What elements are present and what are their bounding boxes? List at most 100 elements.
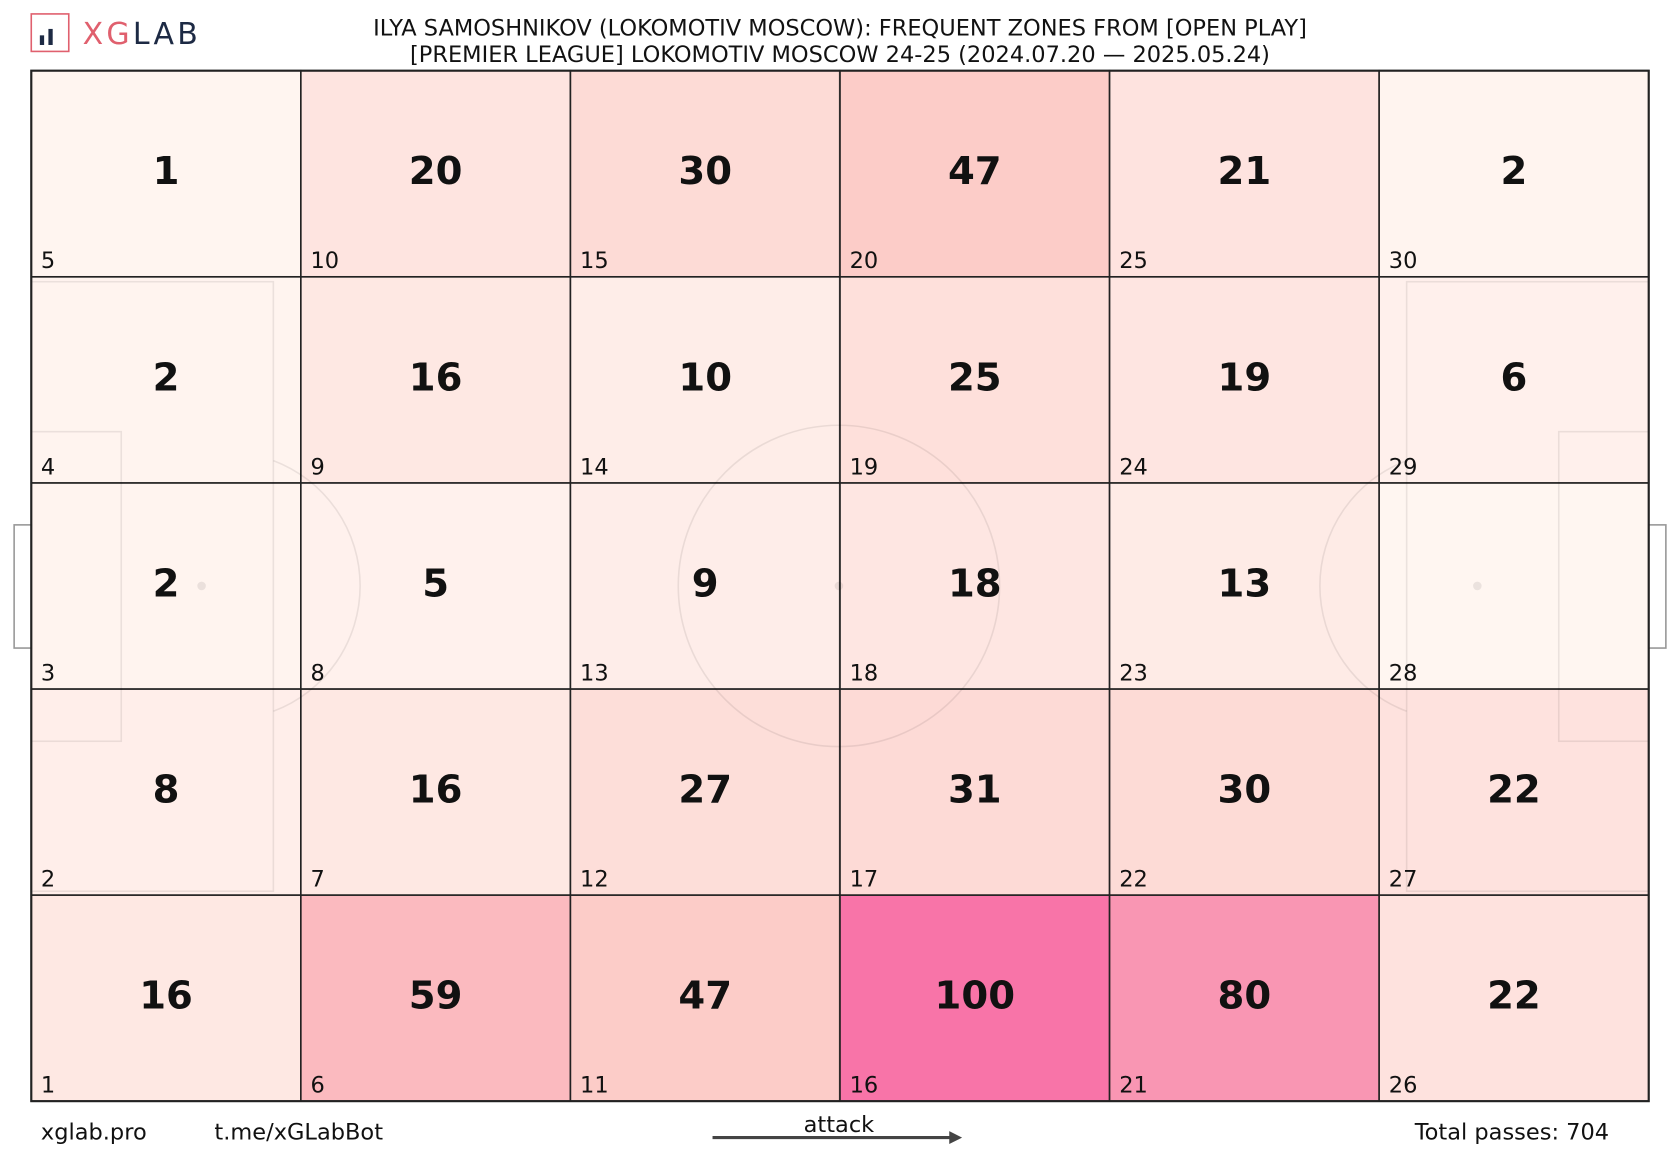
zone-count: 31 bbox=[948, 768, 1002, 813]
goal bbox=[1647, 524, 1667, 649]
zone-count: 22 bbox=[1487, 768, 1541, 813]
zone-cell bbox=[569, 69, 841, 278]
zone-id: 24 bbox=[1119, 454, 1148, 480]
zone-count: 59 bbox=[409, 974, 463, 1019]
zone-count: 47 bbox=[948, 149, 1002, 194]
footer-site: xglab.pro bbox=[41, 1120, 147, 1146]
zone-id: 10 bbox=[310, 248, 339, 274]
center-circle bbox=[677, 424, 1001, 748]
center-spot bbox=[834, 581, 844, 591]
zone-id: 11 bbox=[580, 1073, 609, 1099]
zone-id: 14 bbox=[580, 454, 609, 480]
zone-id: 2 bbox=[41, 866, 55, 892]
zone-count: 16 bbox=[409, 355, 463, 400]
zone-cell bbox=[1378, 688, 1650, 896]
zone-count: 100 bbox=[935, 974, 1015, 1019]
zone-id: 13 bbox=[580, 660, 609, 686]
zone-count: 27 bbox=[678, 768, 732, 813]
zone-count: 5 bbox=[422, 561, 449, 606]
zone-cell bbox=[1378, 894, 1650, 1102]
zone-count: 6 bbox=[1501, 355, 1528, 400]
penalty-spot bbox=[197, 581, 206, 591]
total-passes: Total passes: 704 bbox=[1414, 1120, 1609, 1146]
zone-count: 16 bbox=[409, 768, 463, 813]
zone-count: 16 bbox=[139, 974, 193, 1019]
zone-id: 12 bbox=[580, 866, 609, 892]
zone-cell bbox=[1378, 482, 1650, 690]
zone-cell bbox=[569, 482, 841, 690]
zone-cell bbox=[30, 69, 302, 278]
zone-count: 9 bbox=[692, 561, 719, 606]
zone-cell bbox=[1108, 482, 1380, 690]
zone-count: 20 bbox=[409, 149, 463, 194]
zone-cell bbox=[300, 688, 572, 896]
zone-count: 30 bbox=[1218, 768, 1272, 813]
attack-arrowhead bbox=[949, 1131, 963, 1145]
zone-count: 21 bbox=[1218, 149, 1272, 194]
goal bbox=[13, 524, 33, 649]
zone-cell bbox=[569, 894, 841, 1102]
footer-bot: t.me/xGLabBot bbox=[214, 1120, 383, 1146]
zone-cell bbox=[839, 275, 1111, 484]
chart-subtitle: [PREMIER LEAGUE] LOKOMOTIV MOSCOW 24-25 … bbox=[410, 42, 1270, 68]
zone-id: 15 bbox=[580, 248, 609, 274]
zone-id: 9 bbox=[310, 454, 324, 480]
zone-count: 13 bbox=[1218, 561, 1272, 606]
zone-id: 29 bbox=[1389, 454, 1418, 480]
zone-cell bbox=[1108, 688, 1380, 896]
logo-text: XGLAB bbox=[83, 17, 201, 52]
zone-cell bbox=[1378, 275, 1650, 484]
zone-count: 25 bbox=[948, 355, 1002, 400]
zone-id: 23 bbox=[1119, 660, 1148, 686]
zone-cell bbox=[1378, 69, 1650, 278]
zone-count: 2 bbox=[153, 561, 180, 606]
zone-cell bbox=[1108, 69, 1380, 278]
zone-id: 8 bbox=[310, 660, 324, 686]
zone-cell bbox=[300, 482, 572, 690]
zone-id: 1 bbox=[41, 1073, 55, 1099]
logo-bar bbox=[48, 28, 53, 45]
zone-id: 16 bbox=[850, 1073, 879, 1099]
zone-grid bbox=[30, 69, 1650, 1102]
penalty-arc bbox=[1319, 459, 1407, 713]
zone-id: 26 bbox=[1389, 1073, 1418, 1099]
zone-cell bbox=[300, 275, 572, 484]
zone-cell bbox=[569, 275, 841, 484]
zone-count: 22 bbox=[1487, 974, 1541, 1019]
chart-title: ILYA SAMOSHNIKOV (LOKOMOTIV MOSCOW): FRE… bbox=[373, 15, 1307, 41]
zone-count: 8 bbox=[153, 768, 180, 813]
zone-id: 7 bbox=[310, 866, 324, 892]
zone-id: 27 bbox=[1389, 866, 1418, 892]
zone-id: 18 bbox=[850, 660, 879, 686]
zone-id: 19 bbox=[850, 454, 879, 480]
zone-id: 6 bbox=[310, 1073, 324, 1099]
zone-cell bbox=[300, 69, 572, 278]
zone-count: 2 bbox=[153, 355, 180, 400]
zone-id: 25 bbox=[1119, 248, 1148, 274]
zone-id: 5 bbox=[41, 248, 55, 274]
zone-count: 1 bbox=[153, 149, 180, 194]
zone-id: 20 bbox=[850, 248, 879, 274]
zone-id: 21 bbox=[1119, 1073, 1148, 1099]
logo-part: XG bbox=[83, 17, 133, 52]
zone-id: 3 bbox=[41, 660, 55, 686]
logo-bar bbox=[39, 35, 45, 45]
zone-count: 2 bbox=[1501, 149, 1528, 194]
zone-count: 18 bbox=[948, 561, 1002, 606]
penalty-spot bbox=[1473, 581, 1482, 591]
zone-cell bbox=[1108, 275, 1380, 484]
logo: XGLAB bbox=[30, 13, 201, 53]
logo-frame bbox=[30, 13, 70, 53]
pitch-border bbox=[30, 69, 1650, 1103]
zone-labels: 1618223241559616758169201047112712913101… bbox=[41, 149, 1541, 1098]
zone-id: 22 bbox=[1119, 866, 1148, 892]
penalty-arc bbox=[273, 459, 361, 713]
zone-id: 4 bbox=[41, 454, 55, 480]
zone-id: 30 bbox=[1389, 248, 1418, 274]
zone-count: 47 bbox=[678, 974, 732, 1019]
zone-count: 10 bbox=[678, 355, 732, 400]
zone-cell bbox=[300, 894, 572, 1102]
attack-label: attack bbox=[804, 1112, 875, 1138]
zone-id: 17 bbox=[850, 866, 879, 892]
